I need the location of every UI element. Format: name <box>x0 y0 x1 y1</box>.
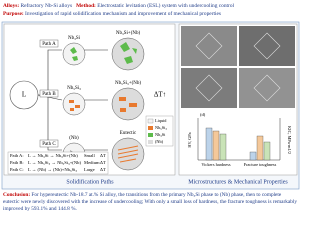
bar <box>212 130 220 161</box>
bar <box>263 141 271 161</box>
phase-label: Nb₃Si+(Nb) <box>116 31 141 36</box>
micrograph <box>181 26 237 66</box>
path-table <box>7 151 109 175</box>
table-cell: Medium <box>84 160 100 165</box>
chart-tag: (d) <box>200 112 206 117</box>
caption: Microstructures & Mechanical Properties <box>188 179 288 185</box>
table-cell: Path A: <box>10 153 24 158</box>
phase-label: Nb₅Si₃ <box>67 86 81 91</box>
label: Method: <box>76 3 96 9</box>
y-label: HV, GPa <box>187 132 193 147</box>
header-line: Purpose: Investigation of rapid solidifi… <box>3 11 221 17</box>
table-cell: Path B: <box>10 160 24 165</box>
liquid-label: L <box>22 91 26 99</box>
table-cell: ΔT <box>100 160 106 165</box>
bar <box>205 127 213 161</box>
micrograph <box>239 68 295 108</box>
label: Conclusion: <box>3 192 31 198</box>
legend-label: Liquid <box>155 118 167 123</box>
delta-label: ΔT↑ <box>154 91 166 99</box>
path-box <box>39 39 59 48</box>
legend-label: (Nb) <box>155 139 164 144</box>
y2-label: KIC, MPa·m1/2 <box>286 126 292 154</box>
path-box <box>39 89 59 98</box>
x-tick-label: Vickers hardness <box>201 162 231 167</box>
path-label: Path C <box>42 142 56 147</box>
caption: Solidification Paths <box>66 178 114 185</box>
text: Refractory Nb-Si alloys <box>20 3 73 9</box>
phase-label: Eutectic <box>120 131 137 136</box>
legend-label: Nb₃Si <box>155 132 166 137</box>
phase-label: Nb₃Si <box>68 36 81 41</box>
grain <box>119 97 137 112</box>
legend-swatch <box>148 126 153 130</box>
grain <box>70 47 78 61</box>
conclusion: Conclusion: For hypereutectic Nb-18.7 at… <box>3 192 298 214</box>
header-line: Alloys: Refractory Nb-Si alloys Method: … <box>3 3 234 9</box>
indent <box>195 32 281 102</box>
diagram: L Path A Path B Path C Nb₃Si Nb₅Si₃ (Nb)… <box>1 21 300 190</box>
table-cell: Small <box>84 153 95 158</box>
legend-swatch <box>148 140 153 144</box>
text: For hypereutectic Nb-18.7 at.% Si alloy,… <box>3 192 298 213</box>
phase-circle <box>111 87 145 121</box>
table-rows: Path A: L → Nb₃Si → Nb₃Si+(Nb) Small ΔT Path… <box>10 153 106 172</box>
phase-label: Nb₅Si₃+(Nb) <box>115 81 141 86</box>
label: Alloys: <box>3 3 20 9</box>
phase-circle <box>111 37 145 71</box>
path-box <box>39 139 59 148</box>
phase-circle <box>111 137 145 171</box>
legend-swatch <box>148 133 153 137</box>
phase-circle <box>62 42 86 66</box>
eutectic <box>117 145 139 163</box>
phase-label: (Nb) <box>69 136 79 141</box>
path-label: Path B <box>42 92 56 97</box>
legend-swatch <box>147 118 154 124</box>
text: Investigation of rapid solidification me… <box>25 11 221 17</box>
table-cell: L → Nb₅Si₃ → Nb₅Si₃+(Nb) <box>28 160 81 165</box>
bar <box>249 151 257 161</box>
grain <box>120 42 137 64</box>
phase-circle <box>62 92 86 116</box>
legend-label: Nb₅Si₃ <box>155 125 167 130</box>
bar <box>219 133 227 161</box>
table-cell: Large <box>84 167 95 172</box>
text: Electrostatic levitation (ESL) system wi… <box>97 3 235 9</box>
table-cell: Path C: <box>10 167 24 172</box>
path-label: Path A <box>42 42 56 47</box>
chart-area <box>181 110 295 173</box>
grain <box>69 100 80 111</box>
table-cell: ΔT <box>100 167 106 172</box>
bar <box>256 135 264 161</box>
table-cell: L → (Nb) → (Nb)+Nb₅Si₃ <box>28 167 77 172</box>
micrograph <box>239 26 295 66</box>
label: Purpose: <box>3 11 24 17</box>
x-tick-label: Fracture toughness <box>244 162 277 167</box>
table-cell: ΔT <box>100 153 106 158</box>
table-cell: L → Nb₃Si → Nb₃Si+(Nb) <box>28 153 78 158</box>
micrograph <box>181 68 237 108</box>
page: Alloys: Refractory Nb-Si alloys Method: … <box>1 3 300 214</box>
